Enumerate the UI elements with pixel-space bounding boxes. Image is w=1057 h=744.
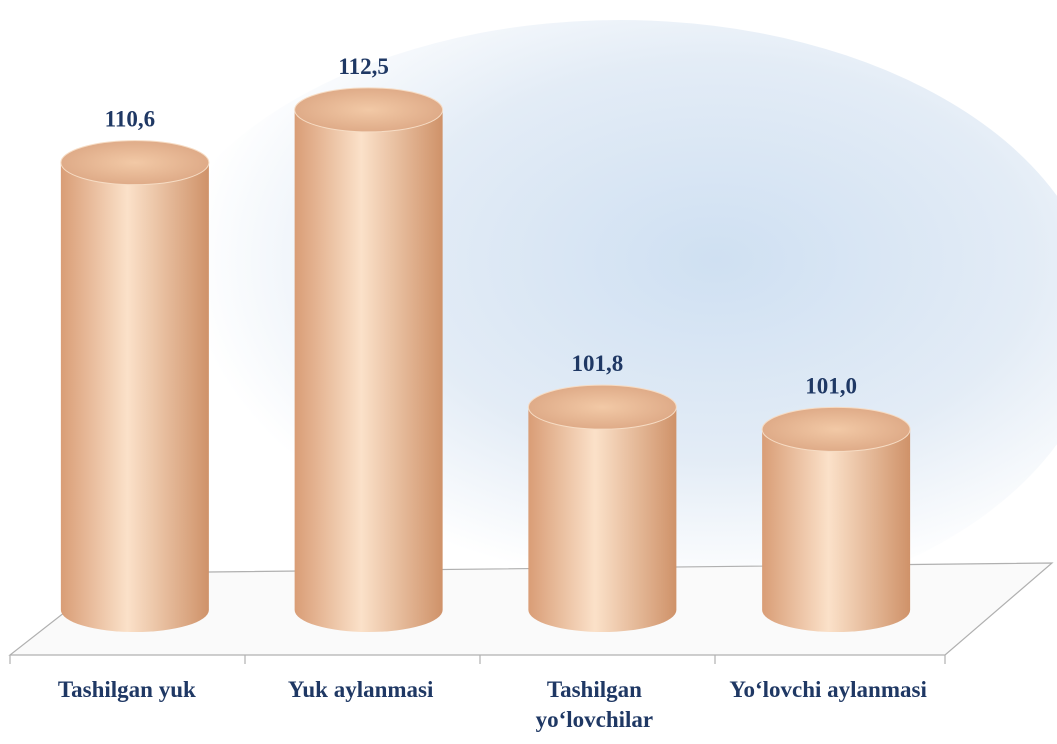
value-label: 110,6: [105, 107, 155, 132]
value-label: 101,8: [572, 351, 624, 376]
page: 110,6 112,5 101,8 101,0 Tashilgan yuk Yuk ay…: [0, 0, 1057, 744]
cylinder-top: [528, 385, 676, 429]
cylinder: [528, 407, 676, 632]
cylinder: [61, 163, 209, 632]
category-label: Tashilgan yo‘lovchilar: [494, 675, 694, 735]
chart: 110,6 112,5 101,8 101,0: [0, 0, 1057, 744]
value-label: 101,0: [805, 373, 857, 398]
cylinder-top: [295, 88, 443, 132]
category-label: Yo‘lovchi aylanmasi: [728, 675, 928, 705]
cylinder: [295, 110, 443, 632]
cylinder: [762, 429, 910, 632]
cylinder-top: [762, 407, 910, 451]
cylinder-top: [61, 141, 209, 185]
category-label: Tashilgan yuk: [27, 675, 227, 705]
value-label: 112,5: [338, 54, 388, 79]
category-label: Yuk aylanmasi: [261, 675, 461, 705]
